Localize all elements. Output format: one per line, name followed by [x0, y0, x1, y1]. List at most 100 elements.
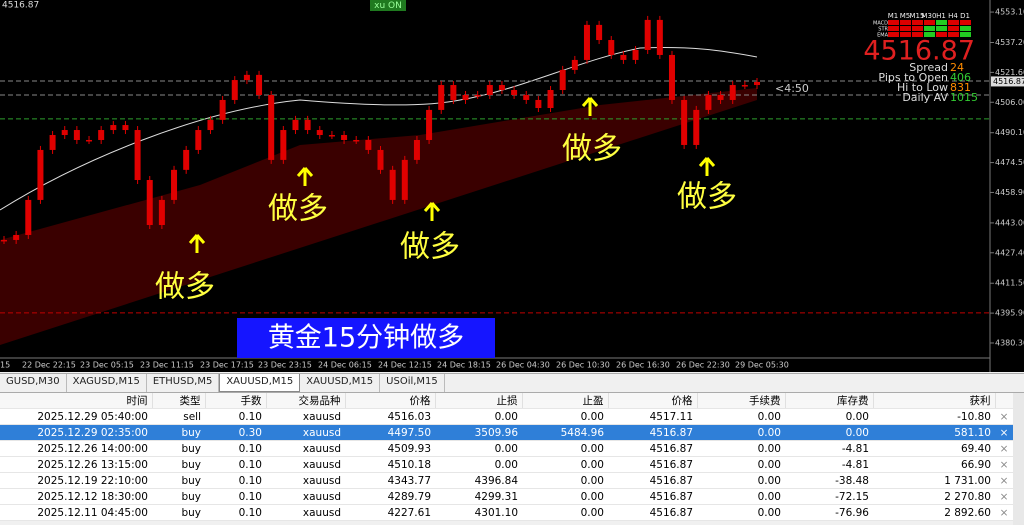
- cell: -4.81: [785, 456, 873, 473]
- column-header[interactable]: 库存费: [785, 393, 874, 409]
- candle: [681, 99, 688, 145]
- tab[interactable]: GUSD,M30: [0, 374, 67, 392]
- order-row[interactable]: 2025.12.29 02:35:00 buy 0.30 xauusd 4497.50 3…: [0, 424, 1013, 441]
- current-price-label: 4516.87: [993, 77, 1024, 86]
- signal-cell: [912, 26, 923, 31]
- candle: [426, 109, 433, 140]
- tab[interactable]: XAUUSD,M15: [219, 374, 301, 392]
- candle: [729, 85, 736, 100]
- scrollbar[interactable]: [1013, 393, 1024, 525]
- ea-button-label[interactable]: xu ON: [374, 1, 402, 11]
- close-button[interactable]: ×: [995, 488, 1013, 505]
- cell: 5484.96: [522, 424, 608, 441]
- close-button[interactable]: ×: [995, 408, 1013, 425]
- column-header[interactable]: 手续费: [697, 393, 786, 409]
- cell: 4516.87: [608, 504, 697, 521]
- tabs: GUSD,M30 XAGUSD,M15 ETHUSD,M5 XAUUSD,M15 XAU…: [0, 373, 1024, 393]
- cell: xauusd: [266, 440, 345, 457]
- signal-cell: [948, 26, 959, 31]
- cell: 0.10: [205, 440, 266, 457]
- candle: [195, 130, 202, 150]
- chart: 4516.87 xu ON 黄金15分钟做多 <4:50 4516.87 455…: [0, 0, 1024, 372]
- ma-band: [0, 88, 757, 345]
- column-header[interactable]: 止盈: [522, 393, 609, 409]
- cell: -4.81: [785, 440, 873, 457]
- countdown: <4:50: [775, 82, 809, 95]
- x-tick-label: 26 Dec 04:30: [496, 361, 550, 370]
- arrow: [698, 157, 716, 176]
- current-price-box: [991, 76, 1024, 87]
- cell: 4516.87: [608, 472, 697, 489]
- candle: [134, 130, 141, 181]
- x-tick-label: 26 Dec 10:30: [556, 361, 610, 370]
- cell: 0.00: [697, 456, 785, 473]
- column-header[interactable]: 手数: [205, 393, 267, 409]
- info-label: Pips to Open: [878, 71, 948, 84]
- candle: [98, 130, 105, 140]
- order-row[interactable]: 2025.12.11 04:45:00 buy 0.10 xauusd 4227.61 4…: [0, 504, 1013, 521]
- tab[interactable]: XAUUSD,M15: [300, 374, 381, 392]
- annotation: 做多: [268, 192, 328, 227]
- order-row[interactable]: 2025.12.29 05:40:00 sell 0.10 xauusd 4516.03…: [0, 408, 1013, 425]
- close-button[interactable]: ×: [995, 440, 1013, 457]
- column-header[interactable]: 交易品种: [266, 393, 346, 409]
- signal-cell: [924, 32, 935, 37]
- signal-cell: [888, 20, 899, 25]
- order-row[interactable]: 2025.12.12 18:30:00 buy 0.10 xauusd 4289.79 4…: [0, 488, 1013, 505]
- candle: [328, 135, 335, 137]
- cell: buy: [152, 472, 205, 489]
- info-label: Daily AV: [902, 91, 948, 104]
- cell: 4289.79: [345, 488, 435, 505]
- close-button[interactable]: ×: [995, 504, 1013, 521]
- candle: [644, 19, 651, 50]
- y-tick-label: 4411.50: [995, 279, 1024, 288]
- signal-cell: [888, 32, 899, 37]
- close-button[interactable]: ×: [995, 424, 1013, 441]
- cell: sell: [152, 408, 205, 425]
- candle: [523, 94, 530, 100]
- cell: 0.10: [205, 504, 266, 521]
- column-header[interactable]: 类型: [152, 393, 206, 409]
- x-tick-label: 24 Dec 18:15: [437, 361, 491, 370]
- column-header[interactable]: 价格: [345, 393, 436, 409]
- signal-cell: [960, 26, 971, 31]
- candle: [158, 199, 165, 226]
- info-value: 831: [950, 81, 971, 94]
- candle: [668, 54, 675, 100]
- tab[interactable]: ETHUSD,M5: [147, 374, 220, 392]
- signal-cell: [888, 26, 899, 31]
- tab[interactable]: USOil,M15: [380, 374, 445, 392]
- column-header[interactable]: 价格: [608, 393, 698, 409]
- big-price: 4516.87: [863, 36, 975, 67]
- candle: [353, 139, 360, 142]
- x-tick-label: 23 Dec 05:15: [80, 361, 134, 370]
- close-button[interactable]: ×: [995, 472, 1013, 489]
- column-header[interactable]: 获利: [873, 393, 996, 409]
- tab[interactable]: XAGUSD,M15: [67, 374, 147, 392]
- candle: [583, 24, 590, 60]
- cell: 2025.12.26 13:15:00: [0, 456, 152, 473]
- signal-col: D1: [960, 12, 970, 20]
- cell: 4509.93: [345, 440, 435, 457]
- close-button[interactable]: ×: [995, 456, 1013, 473]
- column-header[interactable]: 时间: [0, 393, 153, 409]
- candle: [280, 130, 287, 160]
- candle: [316, 130, 323, 136]
- signal-col: M5: [900, 12, 911, 20]
- candle: [304, 119, 311, 131]
- candle: [754, 81, 760, 86]
- cell: 3509.96: [435, 424, 522, 441]
- candle: [608, 40, 615, 55]
- top-price: 4516.87: [2, 1, 39, 11]
- cell: 4301.10: [435, 504, 522, 521]
- order-row[interactable]: 2025.12.26 14:00:00 buy 0.10 xauusd 4509.93 0…: [0, 440, 1013, 457]
- order-row[interactable]: 2025.12.19 22:10:00 buy 0.10 xauusd 4343.77 4…: [0, 472, 1013, 489]
- column-header[interactable]: 止损: [435, 393, 523, 409]
- ea-button[interactable]: [370, 0, 406, 11]
- candle: [401, 159, 408, 200]
- cell: 0.00: [697, 472, 785, 489]
- signal-cell: [948, 32, 959, 37]
- order-row[interactable]: 2025.12.26 13:15:00 buy 0.10 xauusd 4510.18 0…: [0, 456, 1013, 473]
- cell: 1 731.00: [873, 472, 995, 489]
